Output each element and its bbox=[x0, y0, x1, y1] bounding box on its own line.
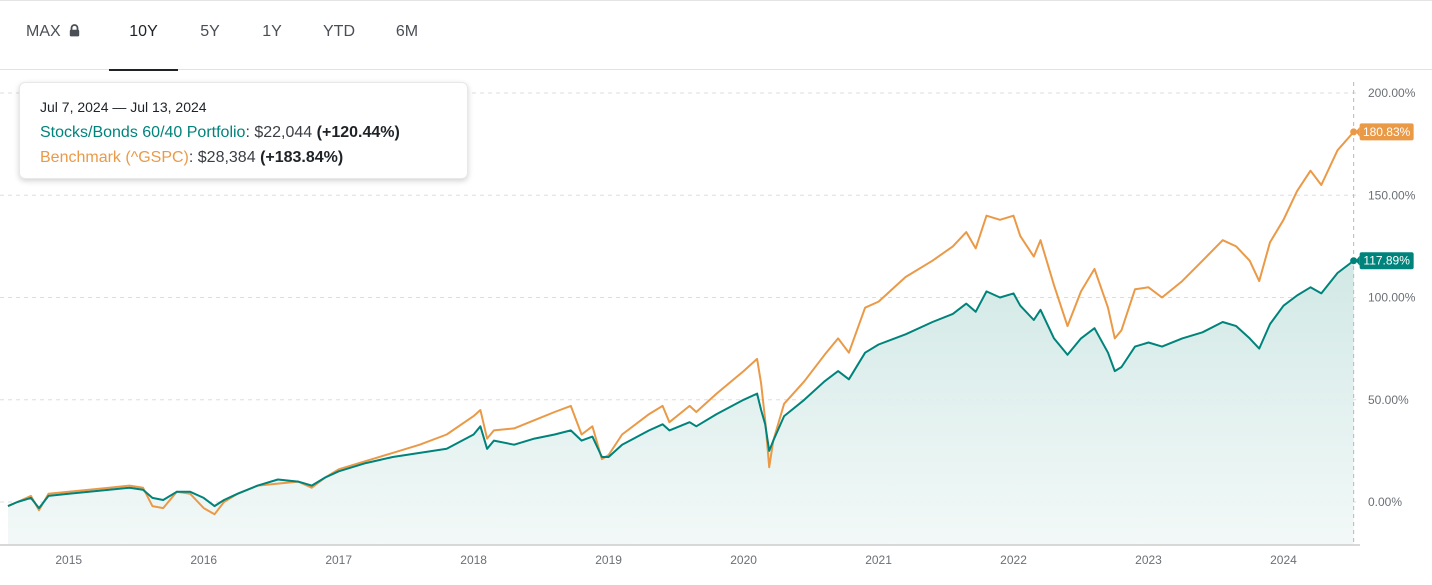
tooltip-benchmark-change: (+183.84%) bbox=[260, 149, 344, 166]
tab-10y[interactable]: 10Y bbox=[109, 23, 178, 71]
x-tick-label: 2023 bbox=[1135, 553, 1162, 567]
tooltip-benchmark-value: : $28,384 bbox=[188, 149, 256, 166]
tab-ytd-label: YTD bbox=[323, 23, 355, 40]
benchmark-end-pointer bbox=[1355, 126, 1360, 137]
portfolio-end-badge bbox=[1359, 252, 1414, 270]
tooltip-portfolio-name: Stocks/Bonds 60/40 Portfolio bbox=[40, 124, 246, 141]
portfolio-end-label: 117.89% bbox=[1363, 254, 1410, 268]
tooltip-benchmark-row: Benchmark (^GSPC): $28,384 (+183.84%) bbox=[40, 149, 343, 167]
tab-ytd[interactable]: YTD bbox=[313, 23, 365, 69]
x-tick-label: 2020 bbox=[730, 553, 757, 567]
tab-max-label: MAX bbox=[26, 23, 61, 40]
tab-6m-label: 6M bbox=[395, 23, 419, 40]
x-tick-label: 2016 bbox=[190, 553, 217, 567]
tab-5y[interactable]: 5Y bbox=[188, 23, 232, 69]
tab-1y-label: 1Y bbox=[262, 23, 282, 40]
portfolio-area bbox=[8, 260, 1354, 545]
x-tick-label: 2021 bbox=[865, 553, 892, 567]
active-tab-indicator bbox=[109, 69, 178, 71]
lock-icon bbox=[69, 24, 79, 37]
benchmark-end-dot bbox=[1350, 128, 1358, 136]
tooltip-portfolio-row: Stocks/Bonds 60/40 Portfolio: $22,044 (+… bbox=[40, 124, 400, 142]
benchmark-end-label: 180.83% bbox=[1363, 125, 1411, 139]
portfolio-line bbox=[7, 259, 1355, 510]
x-tick-label: 2022 bbox=[1000, 553, 1027, 567]
y-tick-label: 150.00% bbox=[1368, 188, 1416, 202]
x-axis: 2015 2016 2017 2018 2019 2020 2021 2022 2023 2024 bbox=[55, 553, 1297, 567]
portfolio-end-dot bbox=[1350, 257, 1358, 265]
time-range-tabs: MAX 10Y 5Y 1Y YTD 6M bbox=[0, 0, 1432, 71]
tooltip-benchmark-name: Benchmark (^GSPC) bbox=[40, 149, 189, 166]
tab-1y[interactable]: 1Y bbox=[250, 23, 294, 69]
x-tick-label: 2024 bbox=[1270, 553, 1297, 567]
y-tick-label: 200.00% bbox=[1368, 86, 1416, 100]
x-tick-label: 2015 bbox=[55, 553, 82, 567]
x-tick-label: 2019 bbox=[595, 553, 622, 567]
portfolio-end-pointer bbox=[1355, 255, 1360, 266]
y-tick-label: 50.00% bbox=[1368, 393, 1409, 407]
x-tick-label: 2017 bbox=[325, 553, 352, 567]
tab-5y-label: 5Y bbox=[200, 23, 220, 40]
end-markers: 117.89% 180.83% bbox=[1350, 123, 1414, 270]
x-tick-label: 2018 bbox=[460, 553, 487, 567]
hover-tooltip: Jul 7, 2024 — Jul 13, 2024 Stocks/Bonds … bbox=[19, 82, 468, 179]
tooltip-portfolio-change: (+120.44%) bbox=[316, 124, 400, 141]
y-axis: 0.00% 50.00% 100.00% 150.00% 200.00% bbox=[1368, 86, 1416, 509]
benchmark-end-badge bbox=[1359, 123, 1414, 141]
tab-max[interactable]: MAX bbox=[26, 23, 90, 69]
y-tick-label: 0.00% bbox=[1368, 495, 1402, 509]
benchmark-line bbox=[7, 131, 1355, 516]
tab-6m[interactable]: 6M bbox=[384, 23, 430, 69]
tooltip-date-range: Jul 7, 2024 — Jul 13, 2024 bbox=[40, 99, 207, 115]
tooltip-portfolio-value: : $22,044 bbox=[245, 124, 313, 141]
tab-10y-label: 10Y bbox=[129, 23, 158, 40]
y-tick-label: 100.00% bbox=[1368, 291, 1416, 305]
